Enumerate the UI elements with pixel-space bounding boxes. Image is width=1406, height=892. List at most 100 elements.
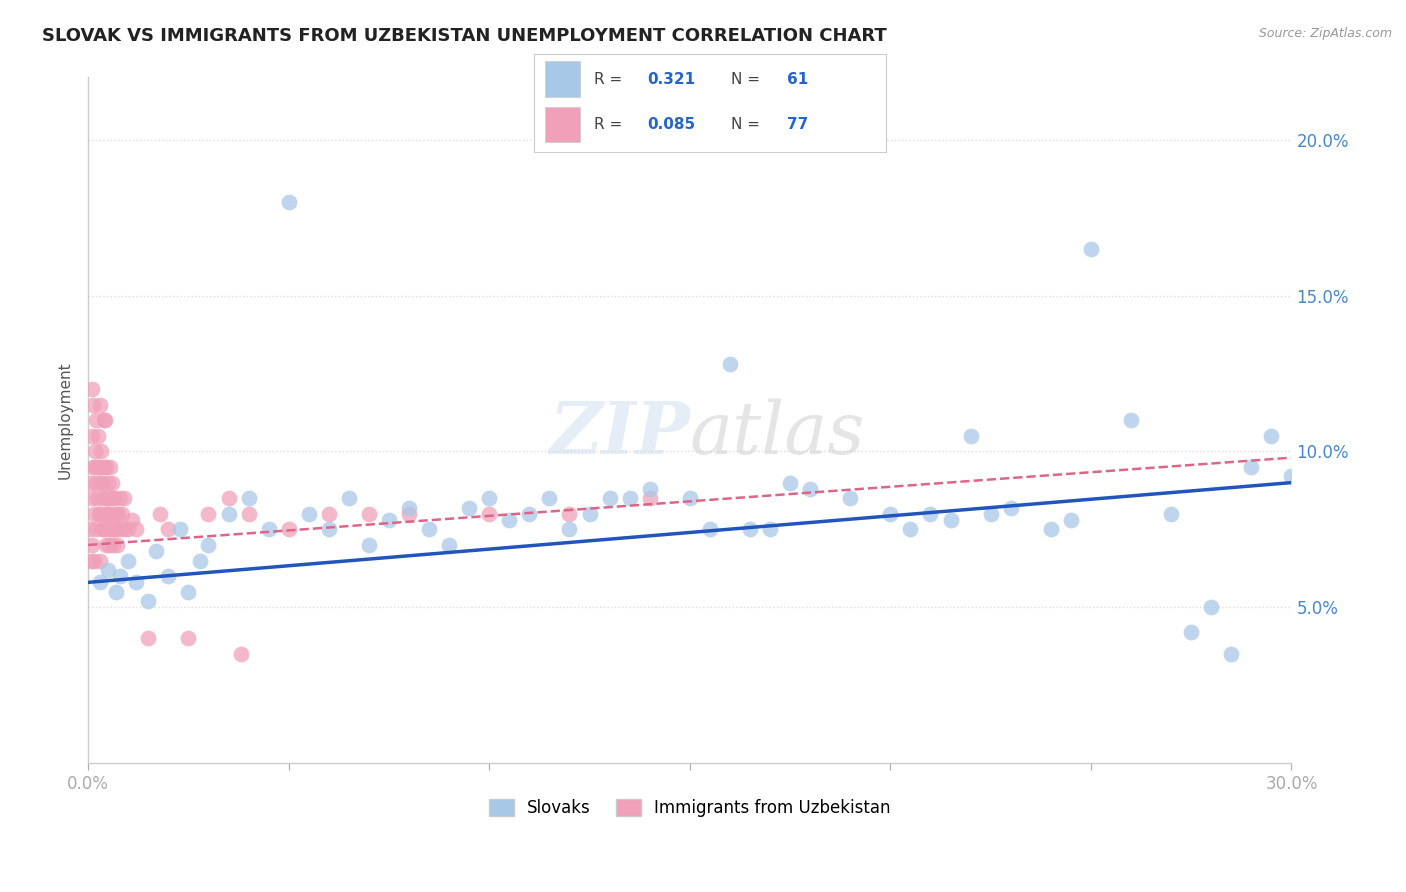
- Point: [1281, 469, 1303, 483]
- Point: [80, 491, 103, 506]
- Point: [779, 475, 801, 490]
- Point: [94, 413, 117, 427]
- Point: [87, 429, 110, 443]
- Point: [105, 522, 128, 536]
- Point: [91, 475, 114, 490]
- Point: [157, 569, 180, 583]
- Point: [238, 491, 260, 506]
- Point: [97, 563, 120, 577]
- Point: [84, 475, 107, 490]
- Point: [718, 357, 741, 371]
- Text: SLOVAK VS IMMIGRANTS FROM UZBEKISTAN UNEMPLOYMENT CORRELATION CHART: SLOVAK VS IMMIGRANTS FROM UZBEKISTAN UNE…: [42, 27, 887, 45]
- Point: [357, 538, 380, 552]
- Point: [398, 500, 420, 515]
- Y-axis label: Unemployment: Unemployment: [58, 361, 72, 479]
- Point: [82, 538, 104, 552]
- Point: [90, 444, 112, 458]
- Point: [110, 522, 132, 536]
- Point: [125, 522, 148, 536]
- Text: 0.085: 0.085: [647, 117, 695, 132]
- Point: [82, 382, 104, 396]
- Bar: [544, 62, 579, 96]
- Point: [1199, 600, 1222, 615]
- Point: [89, 575, 111, 590]
- Text: N =: N =: [731, 117, 765, 132]
- Point: [107, 507, 129, 521]
- Point: [1080, 242, 1102, 256]
- Point: [82, 460, 104, 475]
- Point: [1160, 507, 1182, 521]
- Point: [238, 507, 260, 521]
- Point: [93, 491, 115, 506]
- Point: [149, 507, 172, 521]
- Point: [98, 538, 121, 552]
- Point: [98, 460, 121, 475]
- Point: [82, 429, 104, 443]
- Point: [458, 500, 481, 515]
- Point: [980, 507, 1002, 521]
- Point: [519, 507, 541, 521]
- Point: [89, 398, 111, 412]
- Point: [478, 507, 501, 521]
- Point: [177, 584, 200, 599]
- Point: [84, 460, 107, 475]
- Point: [97, 522, 120, 536]
- Point: [1060, 513, 1083, 527]
- Point: [197, 507, 219, 521]
- Point: [939, 513, 962, 527]
- Point: [80, 553, 103, 567]
- Point: [257, 522, 280, 536]
- Point: [96, 460, 118, 475]
- Point: [1039, 522, 1062, 536]
- Point: [418, 522, 440, 536]
- Point: [1240, 460, 1263, 475]
- Text: atlas: atlas: [690, 399, 865, 469]
- Text: 61: 61: [787, 71, 808, 87]
- Point: [103, 522, 125, 536]
- Point: [117, 553, 139, 567]
- Point: [117, 522, 139, 536]
- Point: [89, 507, 111, 521]
- Point: [277, 522, 299, 536]
- Point: [101, 475, 124, 490]
- Point: [110, 491, 132, 506]
- Point: [318, 507, 340, 521]
- Text: R =: R =: [593, 117, 627, 132]
- Point: [498, 513, 520, 527]
- Point: [558, 507, 581, 521]
- Point: [699, 522, 721, 536]
- Point: [110, 569, 132, 583]
- Point: [619, 491, 641, 506]
- Point: [638, 491, 661, 506]
- Point: [84, 522, 107, 536]
- Bar: [544, 106, 579, 142]
- Point: [90, 475, 112, 490]
- Point: [84, 444, 107, 458]
- Point: [112, 522, 135, 536]
- Point: [93, 413, 115, 427]
- Point: [378, 513, 401, 527]
- Point: [738, 522, 761, 536]
- Point: [96, 507, 118, 521]
- Point: [759, 522, 782, 536]
- Point: [337, 491, 360, 506]
- Point: [638, 482, 661, 496]
- Point: [599, 491, 621, 506]
- Point: [94, 491, 117, 506]
- Point: [679, 491, 702, 506]
- Point: [277, 195, 299, 210]
- Point: [1000, 500, 1022, 515]
- Point: [125, 575, 148, 590]
- Point: [1180, 625, 1202, 640]
- Point: [538, 491, 561, 506]
- Point: [839, 491, 862, 506]
- Text: Source: ZipAtlas.com: Source: ZipAtlas.com: [1258, 27, 1392, 40]
- Point: [478, 491, 501, 506]
- Point: [357, 507, 380, 521]
- Point: [89, 553, 111, 567]
- Point: [136, 632, 159, 646]
- Point: [218, 491, 240, 506]
- Point: [799, 482, 821, 496]
- Point: [82, 398, 104, 412]
- Point: [136, 594, 159, 608]
